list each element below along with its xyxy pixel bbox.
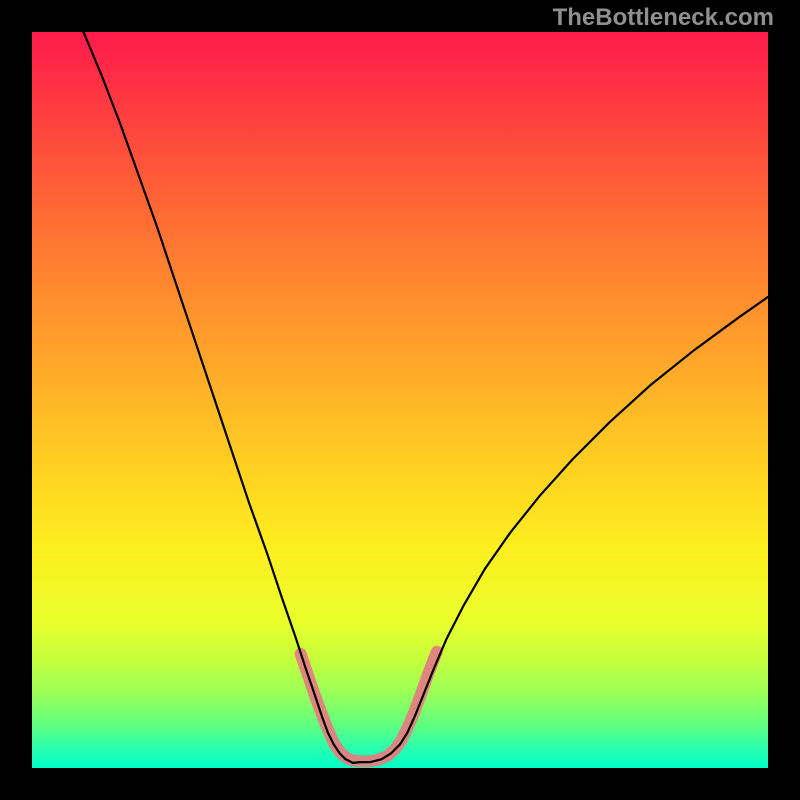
gradient-background [32, 32, 768, 768]
chart-area [32, 32, 768, 768]
watermark-text: TheBottleneck.com [553, 4, 774, 32]
chart-svg [32, 32, 768, 768]
